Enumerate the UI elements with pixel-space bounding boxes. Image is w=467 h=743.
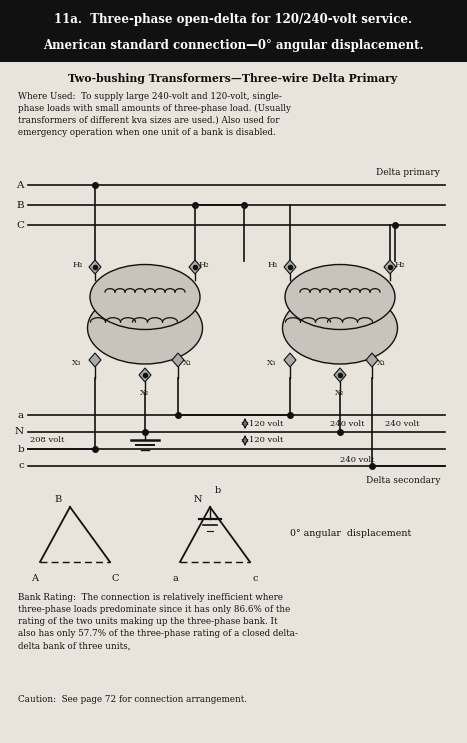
Text: American standard connection—0° angular displacement.: American standard connection—0° angular … <box>42 39 423 51</box>
Text: a: a <box>172 574 178 583</box>
Polygon shape <box>189 260 201 274</box>
Text: 240 volt: 240 volt <box>330 420 365 427</box>
Text: 208 volt: 208 volt <box>30 436 64 444</box>
Text: 240 volt: 240 volt <box>340 455 375 464</box>
Ellipse shape <box>285 265 395 329</box>
Text: H₂: H₂ <box>199 261 210 269</box>
Text: B: B <box>55 495 62 504</box>
Text: H₁: H₁ <box>72 261 83 269</box>
Text: c: c <box>252 574 258 583</box>
Polygon shape <box>384 260 396 274</box>
Text: 0° angular  displacement: 0° angular displacement <box>290 530 411 539</box>
Text: N: N <box>193 495 202 504</box>
Polygon shape <box>284 260 296 274</box>
Text: b: b <box>17 444 24 453</box>
Text: X₁: X₁ <box>377 359 386 367</box>
Polygon shape <box>139 368 151 382</box>
Polygon shape <box>366 353 378 367</box>
Text: X₂: X₂ <box>141 389 149 397</box>
Text: Where Used:  To supply large 240-volt and 120-volt, single-
phase loads with sma: Where Used: To supply large 240-volt and… <box>18 92 291 137</box>
Text: B: B <box>16 201 24 210</box>
FancyBboxPatch shape <box>0 0 467 62</box>
Text: C: C <box>16 221 24 230</box>
Polygon shape <box>284 353 296 367</box>
Text: Bank Rating:  The connection is relatively inefficient where
three-phase loads p: Bank Rating: The connection is relativel… <box>18 593 298 651</box>
Text: 120 volt: 120 volt <box>249 420 283 427</box>
Text: Delta primary: Delta primary <box>376 168 440 177</box>
Text: X₃: X₃ <box>267 359 276 367</box>
Text: Two-bushing Transformers—Three-wire Delta Primary: Two-bushing Transformers—Three-wire Delt… <box>68 73 397 83</box>
Ellipse shape <box>90 265 200 329</box>
Polygon shape <box>89 260 101 274</box>
Text: a: a <box>18 410 24 420</box>
Text: H₂: H₂ <box>395 261 406 269</box>
Text: 240 volt: 240 volt <box>385 420 419 427</box>
Polygon shape <box>172 353 184 367</box>
Text: c: c <box>18 461 24 470</box>
Text: X₃: X₃ <box>72 359 81 367</box>
Text: C: C <box>111 574 119 583</box>
Text: X₁: X₁ <box>183 359 192 367</box>
Text: Delta secondary: Delta secondary <box>366 476 440 485</box>
Polygon shape <box>89 353 101 367</box>
Text: A: A <box>31 574 38 583</box>
Text: 11a.  Three-phase open-delta for 120/240-volt service.: 11a. Three-phase open-delta for 120/240-… <box>54 13 412 27</box>
Text: N: N <box>15 427 24 436</box>
Text: A: A <box>16 181 24 189</box>
Ellipse shape <box>283 292 397 364</box>
Text: Caution:  See page 72 for connection arrangement.: Caution: See page 72 for connection arra… <box>18 695 247 704</box>
Text: H₁: H₁ <box>268 261 278 269</box>
Text: 120 volt: 120 volt <box>249 436 283 444</box>
Text: X₂: X₂ <box>335 389 345 397</box>
Ellipse shape <box>87 292 203 364</box>
Polygon shape <box>334 368 346 382</box>
Text: b: b <box>215 486 221 495</box>
